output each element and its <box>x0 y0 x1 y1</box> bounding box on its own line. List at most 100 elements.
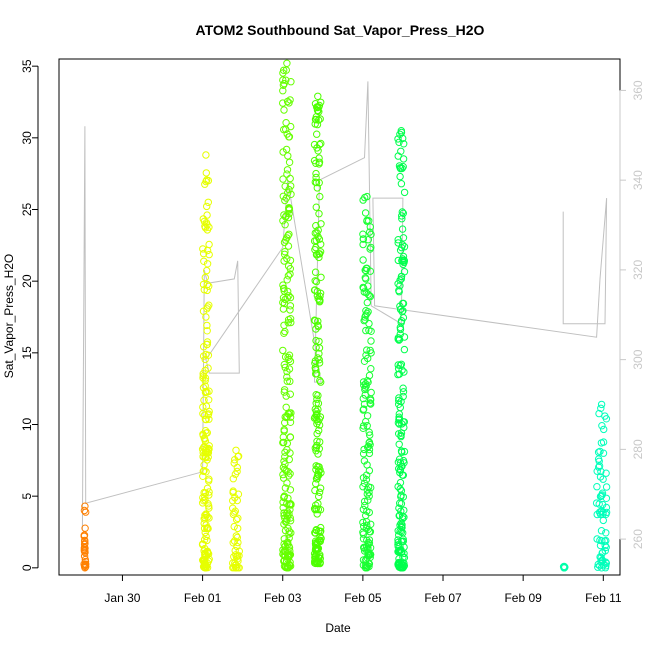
data-point <box>602 469 610 477</box>
data-point <box>399 388 408 396</box>
data-point <box>602 536 610 545</box>
data-point <box>202 564 210 572</box>
data-point <box>201 366 209 375</box>
data-point <box>201 374 210 382</box>
data-point <box>314 317 322 325</box>
data-point <box>286 418 295 426</box>
data-point <box>365 217 373 225</box>
data-point <box>597 439 606 447</box>
data-point <box>598 422 606 430</box>
data-point <box>394 152 402 160</box>
data-point <box>363 521 371 529</box>
data-point <box>281 460 289 468</box>
data-point <box>286 486 295 494</box>
data-point <box>203 321 211 330</box>
data-point <box>200 519 208 528</box>
data-point <box>363 346 371 354</box>
data-point <box>397 180 406 188</box>
data-point <box>313 395 321 403</box>
data-point <box>286 256 295 265</box>
data-point <box>395 455 404 463</box>
data-point <box>366 292 375 301</box>
data-point <box>395 410 403 418</box>
data-point <box>284 189 292 197</box>
data-point <box>314 92 322 101</box>
data-point <box>280 106 288 114</box>
data-point <box>201 222 209 231</box>
data-point <box>232 446 240 454</box>
data-point <box>279 76 287 84</box>
data-point <box>202 350 210 359</box>
data-point <box>280 360 288 369</box>
data-point <box>204 449 213 457</box>
data-point <box>287 78 295 86</box>
data-point <box>365 449 374 458</box>
data-point <box>314 499 322 508</box>
data-point <box>397 447 406 455</box>
data-point <box>80 552 89 560</box>
data-point <box>230 522 238 531</box>
data-point <box>395 531 403 539</box>
data-point <box>394 419 403 427</box>
data-point <box>400 368 408 376</box>
data-point <box>367 520 375 528</box>
data-point <box>395 430 403 438</box>
data-point <box>397 546 405 554</box>
data-point <box>81 536 89 545</box>
data-point <box>313 429 321 438</box>
x-tick-label: Feb 01 <box>184 591 222 605</box>
data-point <box>80 540 89 549</box>
data-point <box>287 182 295 190</box>
data-point <box>316 298 324 306</box>
plot-area <box>80 59 611 572</box>
data-point <box>200 411 209 419</box>
data-point <box>204 444 213 453</box>
data-point <box>202 169 211 177</box>
data-point <box>282 403 290 411</box>
data-point <box>280 250 289 259</box>
data-point <box>312 173 320 182</box>
data-point <box>204 198 213 207</box>
data-point <box>203 246 212 255</box>
data-point <box>205 240 213 249</box>
data-point <box>315 359 324 367</box>
data-point <box>286 551 295 559</box>
data-point <box>594 448 603 456</box>
data-point <box>281 327 289 336</box>
data-point <box>361 316 369 324</box>
data-point <box>313 370 321 378</box>
data-point <box>397 522 406 531</box>
data-point <box>399 537 407 545</box>
data-point <box>400 423 408 432</box>
data-point <box>399 299 408 308</box>
data-point <box>596 473 605 481</box>
data-point <box>365 492 373 500</box>
data-point <box>280 492 289 500</box>
data-point <box>234 452 243 460</box>
data-point <box>286 470 294 478</box>
data-point <box>205 477 213 485</box>
data-point <box>279 346 287 355</box>
data-point <box>280 79 288 88</box>
data-point <box>279 550 287 558</box>
data-point <box>399 392 407 401</box>
data-point <box>205 223 213 231</box>
data-point <box>232 551 240 559</box>
data-point <box>281 196 289 205</box>
data-point <box>359 284 368 292</box>
data-point <box>367 400 375 408</box>
data-point <box>398 208 406 216</box>
data-point <box>233 467 241 476</box>
data-point <box>203 340 212 348</box>
data-point <box>400 345 409 354</box>
data-point <box>204 176 213 185</box>
data-point <box>400 506 408 514</box>
data-point <box>365 326 373 334</box>
data-point <box>359 450 368 458</box>
data-point <box>284 319 292 327</box>
data-point <box>399 471 407 479</box>
data-point <box>599 516 607 525</box>
data-point <box>283 367 291 376</box>
data-point <box>317 240 325 249</box>
data-point <box>400 243 409 251</box>
